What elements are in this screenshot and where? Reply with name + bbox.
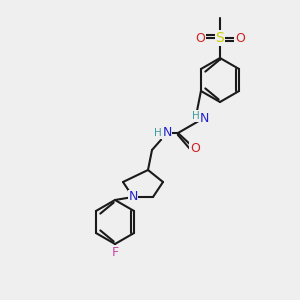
Text: H: H	[192, 111, 200, 121]
Text: H: H	[154, 128, 162, 138]
Text: N: N	[162, 127, 172, 140]
Text: N: N	[128, 190, 138, 203]
Text: O: O	[195, 32, 205, 44]
Text: O: O	[235, 32, 245, 44]
Text: S: S	[216, 31, 224, 45]
Text: F: F	[111, 245, 118, 259]
Text: O: O	[190, 142, 200, 155]
Text: N: N	[199, 112, 209, 124]
